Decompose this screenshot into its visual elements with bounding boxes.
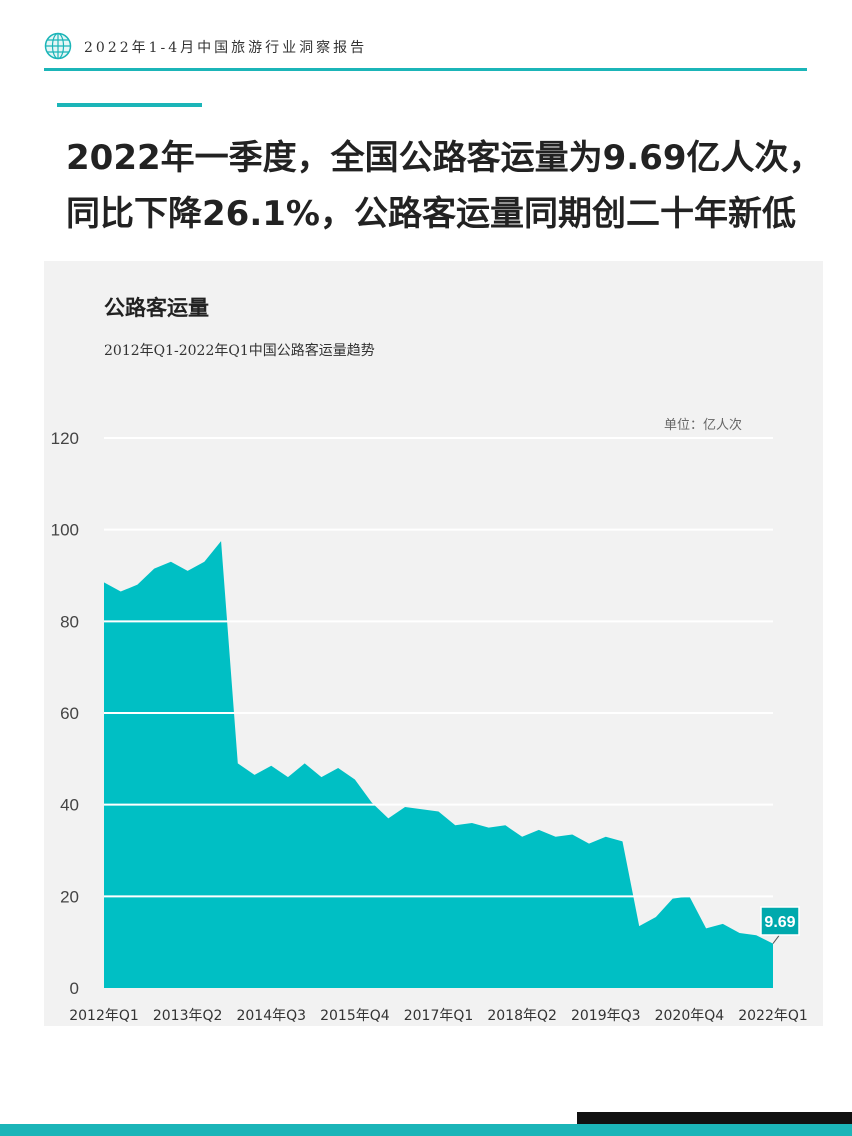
headline: 2022年一季度，全国公路客运量为9.69亿人次， 同比下降26.1%，公路客运… [66,130,826,242]
callout-value: 9.69 [764,914,795,931]
report-title: 2022年1-4月中国旅游行业洞察报告 [84,40,368,56]
headline-line-1: 2022年一季度，全国公路客运量为9.69亿人次， [66,138,823,178]
area-series [104,541,773,988]
x-tick-label: 2013年Q2 [153,1008,223,1024]
x-tick-label: 2018年Q2 [487,1008,557,1024]
x-tick-label: 2019年Q3 [571,1008,641,1024]
footer-bar-teal [0,1124,852,1136]
y-tick-label: 120 [51,429,79,448]
header-divider [44,68,807,71]
callout-box [760,906,800,936]
y-tick-label: 100 [51,521,79,540]
x-tick-label: 2015年Q4 [320,1008,390,1024]
y-tick-label: 60 [60,704,79,723]
accent-bar [57,103,202,107]
x-tick-label: 2022年Q1 [738,1008,808,1024]
chart-title: 公路客运量 [104,296,209,320]
globe-icon [44,32,72,60]
footer-bar-dark [577,1112,852,1124]
x-tick-label: 2017年Q1 [404,1008,474,1024]
y-tick-label: 80 [60,612,79,631]
x-tick-label: 2014年Q3 [236,1008,306,1024]
unit-label: 单位：亿人次 [664,418,743,433]
headline-line-2: 同比下降26.1%，公路客运量同期创二十年新低 [66,194,796,234]
y-tick-label: 20 [60,887,79,906]
x-tick-label: 2012年Q1 [69,1008,139,1024]
x-tick-label: 2020年Q4 [655,1008,725,1024]
callout-leader [772,935,780,944]
y-tick-label: 0 [70,979,79,998]
chart-subtitle: 2012年Q1-2022年Q1中国公路客运量趋势 [104,343,375,359]
y-tick-label: 40 [60,796,79,815]
